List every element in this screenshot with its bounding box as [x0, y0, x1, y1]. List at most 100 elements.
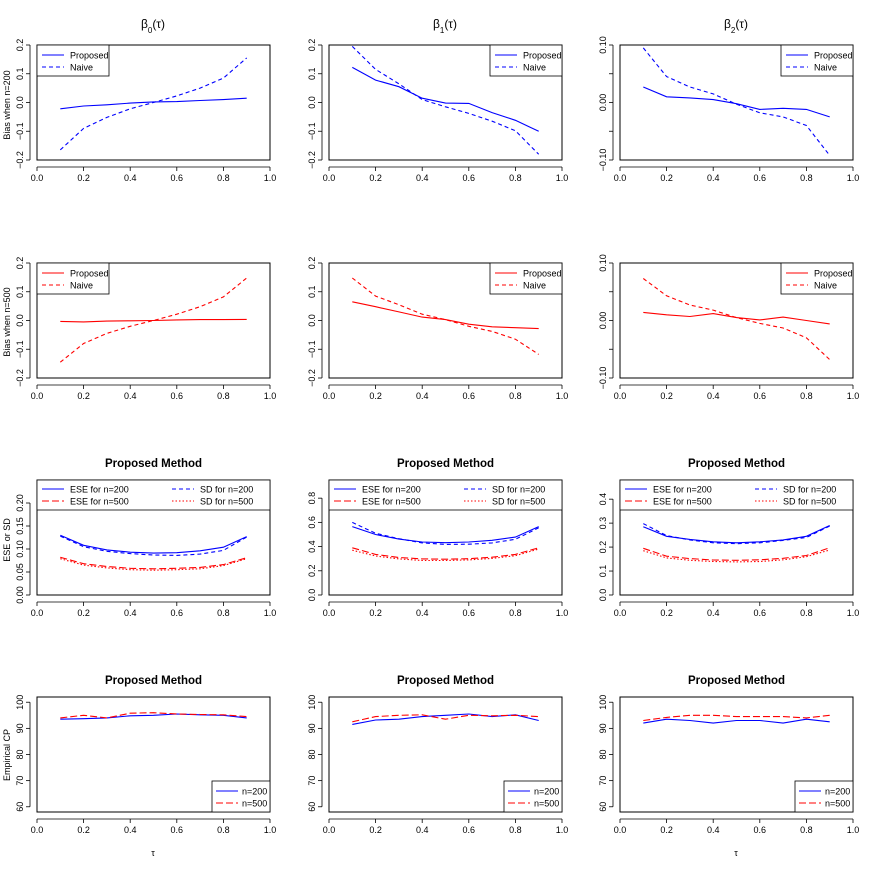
panel-r0-c0: 0.0 0.2 0.4 0.6 0.8 1.0 −0.2 −0.1 0.0 0.1 0.2 Propo… [15, 39, 276, 183]
legend-label: SD for n=200 [783, 485, 836, 495]
y-tick-label: 0.0 [307, 589, 317, 602]
y-tick-label: −0.2 [15, 369, 25, 387]
y-axis: 0.0 0.2 0.4 0.6 0.8 [307, 492, 323, 602]
y-tick-label: 90 [598, 723, 608, 733]
y-tick-label: 80 [307, 749, 317, 759]
x-tick-label: 0.6 [171, 391, 184, 401]
y-tick-label: 0.20 [15, 494, 25, 512]
y-axis: −0.2 −0.1 0.0 0.1 0.2 [15, 257, 31, 387]
x-axis: 0.0 0.2 0.4 0.6 0.8 1.0 [323, 818, 568, 835]
x-tick-label: 0.4 [707, 608, 720, 618]
plot-frame [619, 262, 854, 379]
panel-title: Proposed Method [105, 675, 202, 687]
legend-label: SD for n=500 [492, 497, 545, 507]
y-tick-label: 0.0 [15, 96, 25, 109]
legend-label: SD for n=200 [492, 485, 545, 495]
x-tick-label: 0.6 [463, 825, 476, 835]
x-tick-label: 1.0 [847, 608, 860, 618]
y-axis: −0.2 −0.1 0.0 0.1 0.2 [307, 39, 323, 169]
legend-label: ESE for n=200 [362, 485, 421, 495]
series-line [60, 558, 247, 571]
legend: Proposed Naive [489, 262, 563, 295]
x-axis: 0.0 0.2 0.4 0.6 0.8 1.0 [614, 818, 860, 835]
legend: Proposed Naive [36, 44, 110, 77]
y-tick-label: 0.4 [307, 540, 317, 553]
series-line [351, 277, 540, 355]
x-tick-label: 1.0 [847, 391, 860, 401]
x-axis: 0.0 0.2 0.4 0.6 0.8 1.0 [31, 601, 277, 618]
legend-label: n=500 [242, 799, 267, 809]
x-tick-label: 0.4 [124, 173, 137, 183]
x-tick-label: 0.4 [707, 391, 720, 401]
x-tick-label: 0.2 [77, 825, 90, 835]
x-tick-label: 1.0 [847, 825, 860, 835]
legend-label: Naive [814, 63, 837, 73]
x-axis: 0.0 0.2 0.4 0.6 0.8 1.0 [31, 166, 277, 183]
plot-frame [36, 696, 271, 813]
x-axis-label-left: τ [151, 848, 155, 858]
x-tick-label: 0.8 [217, 391, 230, 401]
y-tick-label: 0.10 [598, 254, 608, 272]
x-tick-label: 0.4 [124, 391, 137, 401]
x-tick-label: 0.2 [77, 173, 90, 183]
x-axis: 0.0 0.2 0.4 0.6 0.8 1.0 [323, 384, 569, 401]
series-line [352, 521, 539, 545]
y-axis: −0.2 −0.1 0.0 0.1 0.2 [15, 39, 31, 169]
x-tick-label: 0.6 [463, 391, 476, 401]
x-axis-label-right: τ [734, 848, 738, 858]
y-tick-label: 80 [15, 749, 25, 759]
y-tick-label: 0.0 [15, 314, 25, 327]
legend-box [36, 44, 110, 77]
y-axis: 0.0 0.1 0.2 0.3 0.4 [598, 493, 614, 601]
y-tick-label: 90 [307, 723, 317, 733]
y-tick-label: −0.1 [15, 122, 25, 140]
legend: ESE for n=200 ESE for n=500 SD for n=200 SD… [36, 479, 271, 511]
y-tick-label: 0.1 [15, 285, 25, 298]
row-ylabel-bias-n500: Bias when n=500 [2, 287, 12, 356]
x-tick-label: 1.0 [264, 173, 277, 183]
y-tick-label: −0.2 [15, 151, 25, 169]
y-tick-label: 60 [15, 802, 25, 812]
x-axis: 0.0 0.2 0.4 0.6 0.8 1.0 [614, 166, 859, 183]
y-axis: −0.10 0.00 0.10 [598, 254, 614, 389]
legend: Proposed Naive [489, 44, 563, 77]
x-tick-label: 0.2 [369, 825, 382, 835]
plot-frame [619, 696, 854, 813]
y-tick-label: 0.2 [307, 257, 317, 270]
series-line [60, 534, 247, 554]
x-tick-label: 0.6 [171, 825, 184, 835]
x-tick-label: 0.4 [416, 173, 429, 183]
legend-label: Naive [70, 281, 93, 291]
series-line [59, 57, 248, 151]
y-axis: 60 70 80 90 100 [307, 695, 323, 812]
column-title-text: β2(τ) [724, 17, 748, 35]
x-tick-label: 1.0 [556, 391, 569, 401]
legend-label: Naive [523, 281, 546, 291]
y-tick-label: 0.4 [598, 493, 608, 506]
legend-box [489, 262, 563, 295]
legend-label: n=500 [825, 799, 850, 809]
x-tick-label: 0.0 [31, 825, 44, 835]
legend-label: Proposed [523, 51, 562, 61]
x-tick-label: 0.6 [171, 608, 184, 618]
x-axis: 0.0 0.2 0.4 0.6 0.8 1.0 [614, 384, 860, 401]
y-tick-label: 90 [15, 723, 25, 733]
plot-frame [36, 262, 271, 379]
panel-r0-c2: 0.0 0.2 0.4 0.6 0.8 1.0 −0.10 0.00 0.10 Proposed N… [598, 36, 859, 183]
x-tick-label: 0.0 [31, 608, 44, 618]
y-tick-label: −0.10 [598, 149, 608, 172]
x-tick-label: 0.4 [124, 825, 137, 835]
x-tick-label: 0.6 [754, 391, 767, 401]
x-tick-label: 1.0 [264, 608, 277, 618]
x-tick-label: 0.8 [217, 825, 230, 835]
legend-label: ESE for n=500 [70, 497, 129, 507]
legend-label: Proposed [70, 269, 109, 279]
y-tick-label: 70 [15, 776, 25, 786]
column-title-text: β1(τ) [433, 17, 457, 35]
series-line [642, 278, 831, 361]
y-tick-label: 0.6 [307, 516, 317, 529]
x-tick-label: 0.6 [463, 608, 476, 618]
x-tick-label: 0.4 [707, 825, 720, 835]
x-tick-label: 0.8 [509, 391, 522, 401]
